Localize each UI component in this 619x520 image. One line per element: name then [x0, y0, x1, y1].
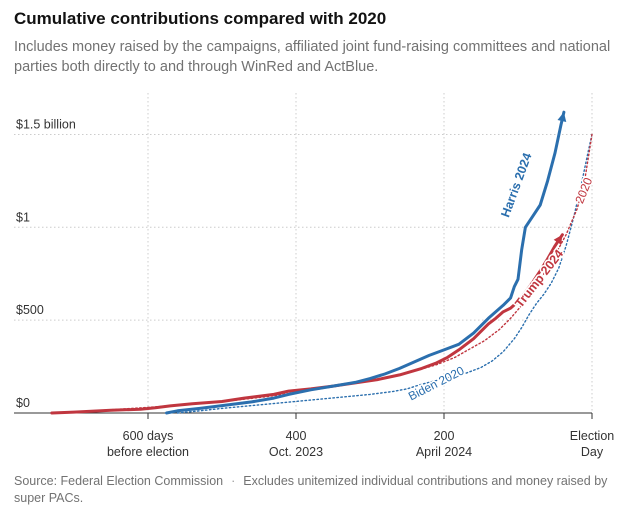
- y-tick-label: $0: [16, 396, 30, 410]
- y-tick-labels: $0 $500 $1 $1.5 billion: [16, 117, 76, 410]
- arrowhead-harris-2024: [557, 112, 567, 122]
- gridlines: [14, 93, 593, 419]
- series-lines: [50, 110, 593, 415]
- chart-title: Cumulative contributions compared with 2…: [14, 9, 387, 28]
- chart-footer: Source: Federal Election Commission · Excl…: [14, 473, 610, 507]
- source-note: Source: Federal Election Commission: [14, 474, 224, 488]
- y-tick-label: $500: [16, 303, 44, 317]
- harris-2024-label: Harris 2024: [498, 151, 534, 219]
- series-line-biden-2020: [176, 133, 593, 414]
- series-line-trump-2024: [50, 233, 564, 415]
- x-tick-label: 400: [286, 429, 307, 443]
- x-tick-label: Election: [570, 429, 615, 443]
- x-tick-label: 600 days: [123, 429, 174, 443]
- x-tick-sublabel: before election: [107, 445, 189, 459]
- x-tick-sublabel: Oct. 2023: [269, 445, 323, 459]
- x-tick-sublabel: Day: [581, 445, 604, 459]
- x-tick-label: 200: [434, 429, 455, 443]
- arrowhead-trump-2024: [553, 234, 563, 245]
- series-line-trump-2020: [51, 133, 593, 414]
- separator-dot: ·: [231, 474, 236, 488]
- y-tick-label: $1.5 billion: [16, 117, 76, 131]
- y-tick-label: $1: [16, 210, 30, 224]
- x-tick-labels: 600 days before election 400 Oct. 2023 200 Ap…: [107, 429, 614, 459]
- methodology-note: Excludes unitemized individual contribut…: [14, 474, 608, 505]
- x-tick-sublabel: April 2024: [416, 445, 472, 459]
- series-line-harris-2024: [165, 110, 566, 415]
- chart-subtitle: Includes money raised by the campaigns, …: [14, 39, 611, 75]
- line-chart: $0 $500 $1 $1.5 billion 600 days before elec…: [14, 93, 614, 459]
